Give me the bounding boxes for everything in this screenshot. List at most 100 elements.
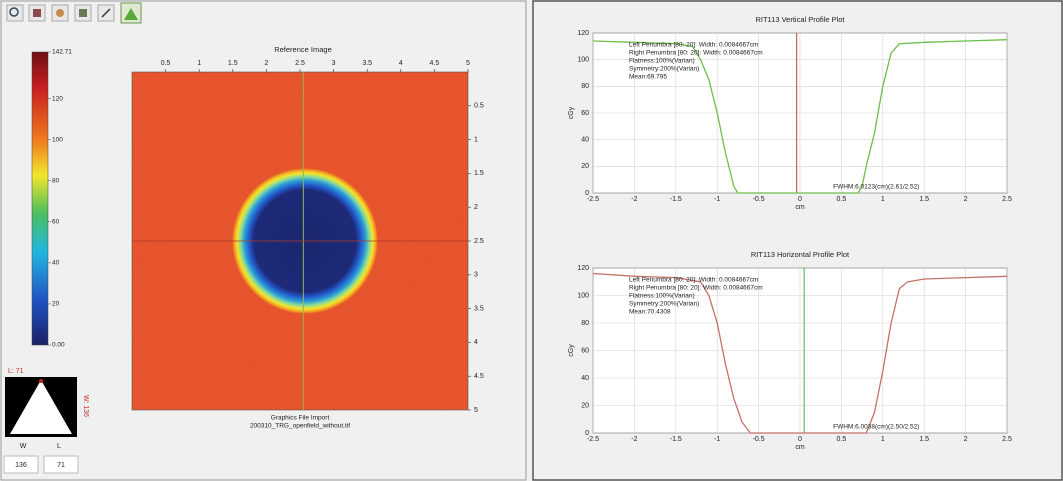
- x-tick-label: 2: [964, 196, 968, 203]
- annotation: Left Penumbra [80: 20]: Width: 0.0084667…: [629, 42, 758, 49]
- y-axis-label: cGy: [568, 344, 575, 357]
- image-caption: Graphics File Import: [271, 415, 330, 422]
- image-title: Reference Image: [274, 45, 332, 54]
- colorbar-tick-label: 0.00: [52, 342, 65, 349]
- x-tick-label: -0.5: [753, 196, 765, 203]
- level-label: L: 71: [8, 368, 24, 375]
- image-y-tick-label: 3: [474, 272, 478, 279]
- x-tick-label: -1: [714, 196, 720, 203]
- colorbar-tick-label: 142.71: [52, 49, 72, 56]
- y-axis-label: cGy: [568, 106, 575, 119]
- image-y-tick-label: 1.5: [474, 170, 484, 177]
- chart-title: RIT113 Horizontal Profile Plot: [751, 250, 850, 259]
- x-tick-label: 1.5: [919, 436, 929, 443]
- y-tick-label: 60: [581, 347, 589, 354]
- x-tick-label: -2: [631, 196, 637, 203]
- w-axis-label: W: [20, 443, 27, 450]
- image-x-tick-label: 3: [332, 60, 336, 67]
- zoom-icon: [9, 7, 19, 17]
- annotation: Flatness:100%(Varian): [629, 293, 695, 300]
- x-tick-label: -0.5: [753, 436, 765, 443]
- fwhm-label: FWHM:6.0038(cm)(2.50/2.52): [833, 424, 919, 431]
- image-y-tick-label: 4.5: [474, 373, 484, 380]
- x-tick-label: -2.5: [587, 436, 599, 443]
- image-icon: [33, 9, 41, 17]
- x-tick-label: -1: [714, 436, 720, 443]
- y-tick-label: 20: [581, 163, 589, 170]
- y-tick-label: 120: [577, 30, 589, 37]
- colorbar-tick-label: 100: [52, 136, 63, 143]
- image-y-tick-label: 3.5: [474, 305, 484, 312]
- wl-triangle[interactable]: [10, 380, 72, 434]
- image-x-tick-label: 3.5: [362, 60, 372, 67]
- image-x-tick-label: 0.5: [161, 60, 171, 67]
- x-tick-label: 1.5: [919, 196, 929, 203]
- y-tick-label: 40: [581, 137, 589, 144]
- annotation: Mean:70.4308: [629, 309, 671, 316]
- annotation: Mean:69.795: [629, 74, 667, 81]
- x-tick-label: 0: [798, 196, 802, 203]
- x-tick-label: 0.5: [837, 436, 847, 443]
- x-tick-label: 0: [798, 436, 802, 443]
- image-x-tick-label: 2.5: [295, 60, 305, 67]
- annotation: Flatness:100%(Varian): [629, 58, 695, 65]
- image-x-tick-label: 1: [197, 60, 201, 67]
- y-tick-label: 20: [581, 402, 589, 409]
- colorbar-tick-label: 80: [52, 177, 60, 184]
- wl-handle[interactable]: [39, 379, 43, 383]
- image-y-tick-label: 2: [474, 204, 478, 211]
- x-tick-label: 2: [964, 436, 968, 443]
- annotation: Left Penumbra [80: 20]: Width: 0.0084667…: [629, 277, 758, 284]
- width-field[interactable]: [3, 455, 39, 474]
- y-tick-label: 0: [585, 190, 589, 197]
- level-field[interactable]: [43, 455, 79, 474]
- colorbar-tick-label: 120: [52, 95, 63, 102]
- profile-line: [592, 39, 1008, 194]
- x-tick-label: 1: [881, 196, 885, 203]
- annotation: Symmetry:200%(Varian): [629, 66, 699, 73]
- x-tick-label: 2.5: [1002, 196, 1012, 203]
- chart-title: RIT113 Vertical Profile Plot: [755, 15, 845, 24]
- y-tick-label: 60: [581, 110, 589, 117]
- x-tick-label: -2.5: [587, 196, 599, 203]
- toolbar: [6, 2, 142, 24]
- image-y-tick-label: 1: [474, 136, 478, 143]
- image-y-tick-label: 4: [474, 339, 478, 346]
- y-tick-label: 80: [581, 320, 589, 327]
- image-y-tick-label: 5: [474, 407, 478, 414]
- image-y-tick-label: 2.5: [474, 238, 484, 245]
- x-axis-label: cm: [795, 444, 805, 451]
- annotation: Right Penumbra [80: 20]: Width: 0.008466…: [629, 50, 763, 57]
- x-tick-label: -2: [631, 436, 637, 443]
- colorbar-tick-label: 20: [52, 301, 60, 308]
- y-tick-label: 100: [577, 292, 589, 299]
- image-x-tick-label: 4.5: [430, 60, 440, 67]
- y-tick-label: 0: [585, 430, 589, 437]
- x-tick-label: 0.5: [837, 196, 847, 203]
- window-level: L: 71 W: 136 W L 136 71: [3, 368, 89, 474]
- width-value: 136: [15, 462, 27, 469]
- pen-icon: [101, 8, 111, 18]
- level-value: 71: [57, 462, 65, 469]
- image-x-tick-label: 1.5: [228, 60, 238, 67]
- level-icon: [79, 9, 87, 17]
- annotation: Right Penumbra [80: 20]: Width: 0.008466…: [629, 285, 763, 292]
- y-tick-label: 80: [581, 83, 589, 90]
- fwhm-label: FWHM:6.0123(cm)(2.61/2.52): [833, 184, 919, 191]
- profile-icon: [124, 8, 138, 20]
- width-label: W: 136: [82, 395, 89, 417]
- x-tick-label: 1: [881, 436, 885, 443]
- y-tick-label: 40: [581, 375, 589, 382]
- x-tick-label: -1.5: [670, 196, 682, 203]
- colorbar-tick-label: 40: [52, 260, 60, 267]
- pan-icon: [56, 9, 64, 17]
- x-tick-label: 2.5: [1002, 436, 1012, 443]
- image-x-tick-label: 4: [399, 60, 403, 67]
- annotation: Symmetry:200%(Varian): [629, 301, 699, 308]
- image-x-tick-label: 5: [466, 60, 470, 67]
- colorbar: [31, 51, 49, 346]
- colorbar-tick-label: 60: [52, 219, 60, 226]
- profile-line: [592, 272, 1008, 434]
- x-axis-label: cm: [795, 204, 805, 211]
